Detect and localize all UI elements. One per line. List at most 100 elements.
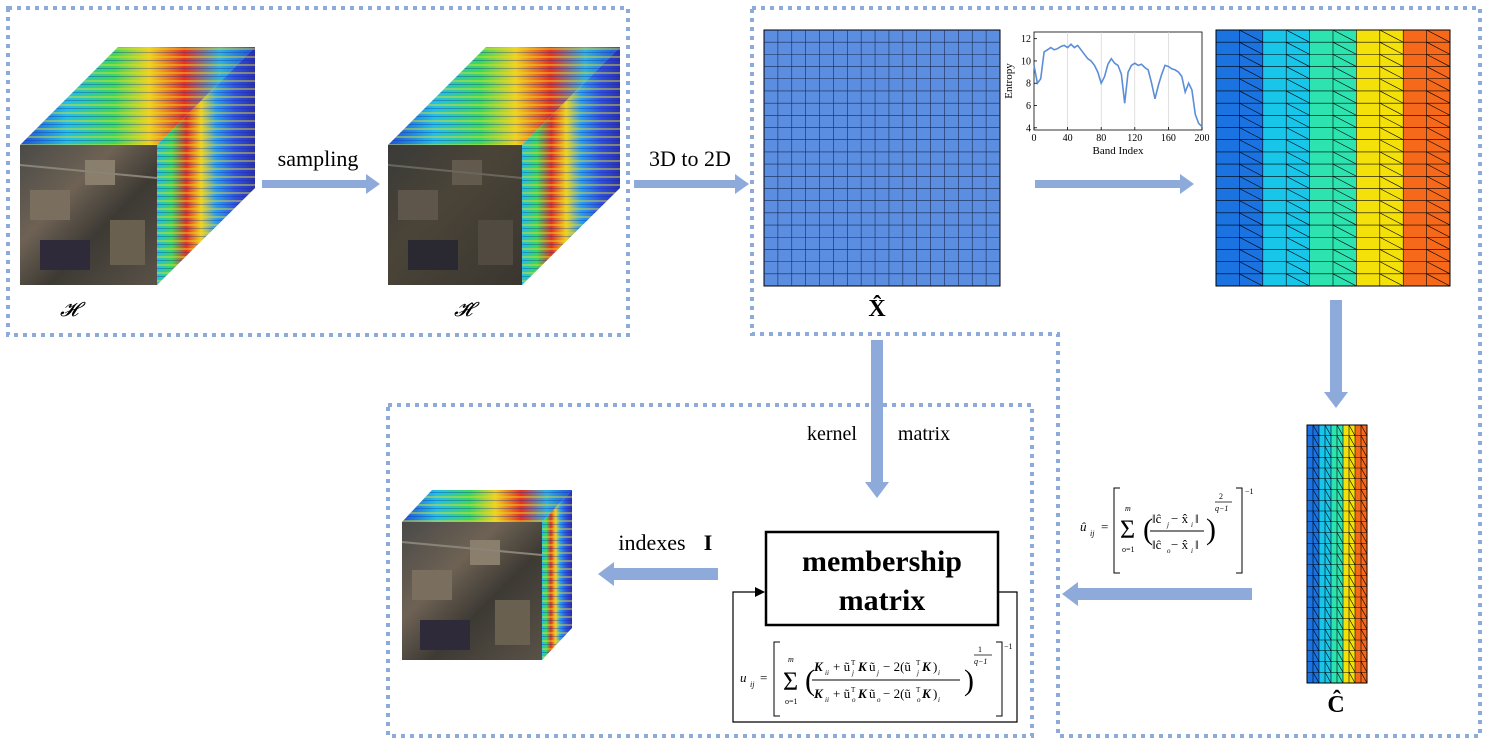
hatch-line	[1348, 607, 1356, 619]
hatch-line	[1286, 127, 1310, 140]
hatch-line	[1239, 139, 1263, 153]
hatch-line	[1426, 273, 1451, 287]
hatch-line	[1324, 650, 1332, 662]
color-column	[1262, 30, 1287, 286]
label-h: 𝓗	[60, 299, 86, 321]
svg-text:m: m	[1125, 504, 1131, 513]
hatch-line	[1348, 553, 1356, 565]
arrow-to-color-matrix	[1035, 174, 1194, 194]
entropy-plot: 0 40 80 120 160 200 4 6 8 10 12 Band Index Entropy	[1003, 31, 1210, 157]
hatch-line	[1332, 41, 1357, 55]
svg-text:o=1: o=1	[1122, 545, 1135, 554]
hatch-line	[1239, 151, 1263, 165]
hatch-line	[1360, 424, 1368, 436]
hatch-line	[1379, 90, 1404, 104]
hatch-line	[1360, 575, 1368, 587]
svg-text:T: T	[851, 659, 856, 667]
hatch-line	[1379, 236, 1404, 250]
matrix-x-hat	[763, 29, 1001, 287]
hatch-line	[1312, 586, 1320, 598]
hatch-line	[1286, 249, 1310, 262]
svg-text:m: m	[788, 655, 794, 664]
hatch-line	[1239, 66, 1263, 80]
hatch-line	[1324, 467, 1332, 479]
hatch-line	[1336, 467, 1344, 479]
hatch-line	[1336, 424, 1344, 436]
hatch-line	[1312, 629, 1320, 641]
hatch-line	[1348, 467, 1356, 479]
hatch-line	[1379, 176, 1404, 189]
hatch-line	[1426, 212, 1451, 226]
hatch-line	[1426, 90, 1451, 104]
hatch-line	[1336, 629, 1344, 641]
hatch-line	[1239, 249, 1263, 262]
svg-text:ii: ii	[825, 696, 829, 704]
hatch-line	[1312, 446, 1320, 458]
hatch-line	[1348, 521, 1356, 533]
svg-text:−1: −1	[1004, 642, 1013, 651]
label-3d-to-2d: 3D to 2D	[649, 146, 731, 171]
svg-text:K: K	[813, 686, 824, 701]
hatch-line	[1360, 650, 1368, 662]
hatch-line	[1360, 553, 1368, 565]
hatch-line	[1332, 236, 1357, 250]
svg-text:u: u	[740, 670, 747, 685]
label-kernel: kernel	[807, 423, 857, 445]
label-c-hat: Ĉ	[1327, 690, 1344, 718]
arrow-to-centers	[1324, 300, 1348, 408]
hatch-line	[1239, 29, 1263, 43]
hatch-line	[1312, 618, 1320, 630]
svg-text:û: û	[1080, 519, 1087, 534]
hatch-line	[1360, 607, 1368, 619]
hatch-line	[1239, 163, 1263, 177]
hatch-line	[1379, 127, 1404, 140]
hatch-line	[1286, 66, 1310, 80]
hatch-line	[1332, 54, 1357, 67]
hatch-line	[1312, 532, 1320, 544]
x-tick-label: 200	[1195, 133, 1210, 144]
hatch-line	[1336, 521, 1344, 533]
hatch-line	[1336, 489, 1344, 501]
hatch-line	[1426, 188, 1451, 201]
hatch-line	[1286, 212, 1310, 226]
svg-text:o: o	[852, 696, 856, 704]
hatch-line	[1379, 139, 1404, 153]
hatch-line	[1426, 139, 1451, 153]
hatch-line	[1239, 224, 1263, 238]
svg-text:j: j	[851, 669, 854, 677]
hatch-line	[1379, 249, 1404, 262]
hatch-line	[1336, 532, 1344, 544]
hatch-line	[1286, 139, 1310, 153]
hatch-line	[1324, 510, 1332, 522]
hatch-line	[1324, 586, 1332, 598]
hatch-line	[1348, 650, 1356, 662]
hatch-line	[1286, 261, 1310, 275]
hatch-line	[1360, 489, 1368, 501]
hatch-line	[1336, 596, 1344, 608]
hatch-line	[1426, 261, 1451, 275]
hatch-line	[1324, 618, 1332, 630]
hatch-line	[1336, 564, 1344, 576]
y-tick-label: 4	[1026, 123, 1031, 134]
hatch-line	[1348, 586, 1356, 598]
hatch-line	[1239, 115, 1263, 128]
hatch-line	[1379, 115, 1404, 128]
hatch-line	[1336, 650, 1344, 662]
hatch-line	[1286, 236, 1310, 250]
hatch-line	[1239, 261, 1263, 275]
hatch-line	[1379, 29, 1404, 43]
hatch-line	[1336, 435, 1344, 447]
y-axis-label: Entropy	[1003, 63, 1015, 99]
y-tick-label: 8	[1026, 79, 1031, 90]
hatch-line	[1379, 66, 1404, 80]
label-indexes-symbol: I	[704, 530, 713, 555]
frame-clustering	[750, 6, 1482, 738]
hatch-line	[1286, 54, 1310, 67]
hatch-line	[1426, 102, 1451, 116]
hatch-line	[1379, 163, 1404, 177]
hatch-line	[1336, 510, 1344, 522]
hatch-line	[1312, 553, 1320, 565]
svg-text:− x̂: − x̂	[1171, 511, 1189, 526]
arrow-sampling	[262, 174, 380, 194]
hatch-line	[1360, 532, 1368, 544]
